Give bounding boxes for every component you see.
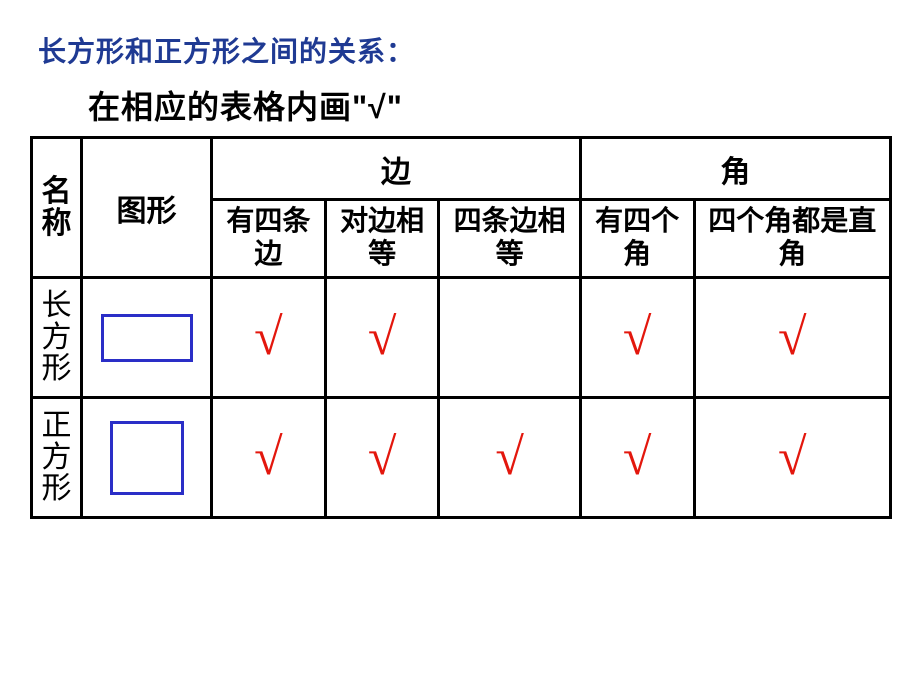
square-icon (110, 421, 184, 495)
col-header-all-equal: 四条边相等 (439, 200, 580, 278)
check-icon: √ (495, 429, 524, 486)
col-header-four-edges: 有四条边 (212, 200, 326, 278)
row-name-rect-text: 长方形 (42, 289, 72, 385)
row-shape-rect (82, 278, 212, 398)
cell-square-opp-equal: √ (325, 398, 439, 518)
check-icon: √ (254, 309, 283, 366)
row-name-rect: 长方形 (32, 278, 82, 398)
col-header-opp-equal: 对边相等 (325, 200, 439, 278)
col-header-angle-group: 角 (580, 138, 890, 200)
col-header-shape: 图形 (82, 138, 212, 278)
check-icon: √ (623, 309, 652, 366)
cell-rect-four-edges: √ (212, 278, 326, 398)
cell-square-four-angles: √ (580, 398, 694, 518)
row-name-square-text: 正方形 (42, 409, 72, 505)
col-header-four-angles-text: 有四个角 (595, 206, 679, 269)
check-icon: √ (778, 429, 807, 486)
check-icon: √ (368, 429, 397, 486)
col-header-name-text: 名称 (42, 175, 72, 240)
rectangle-icon (101, 314, 193, 362)
check-icon: √ (778, 309, 807, 366)
col-header-name: 名称 (32, 138, 82, 278)
cell-square-all-equal: √ (439, 398, 580, 518)
check-icon: √ (368, 309, 397, 366)
page-heading: 长方形和正方形之间的关系： (38, 30, 415, 70)
col-header-edge-group: 边 (212, 138, 581, 200)
table-row: 正方形 √ √ √ √ √ (32, 398, 891, 518)
row-name-square: 正方形 (32, 398, 82, 518)
col-header-shape-text: 图形 (117, 195, 177, 228)
cell-rect-four-angles: √ (580, 278, 694, 398)
table-row: 长方形 √ √ √ √ (32, 278, 891, 398)
col-header-edge-group-text: 边 (381, 156, 411, 189)
cell-rect-all-equal (439, 278, 580, 398)
check-icon: √ (623, 429, 652, 486)
col-header-four-edges-text: 有四条边 (226, 206, 310, 269)
col-header-opp-equal-text: 对边相等 (340, 206, 424, 269)
cell-rect-opp-equal: √ (325, 278, 439, 398)
comparison-table: 名称 图形 边 角 有四条边 对边相等 四条边相等 有四个角 四个角都是直角 长… (30, 136, 892, 519)
cell-square-all-right: √ (694, 398, 890, 518)
row-shape-square (82, 398, 212, 518)
page-subheading: 在相应的表格内画"√" (88, 82, 403, 128)
cell-rect-all-right: √ (694, 278, 890, 398)
cell-square-four-edges: √ (212, 398, 326, 518)
col-header-all-equal-text: 四条边相等 (454, 206, 566, 269)
col-header-angle-group-text: 角 (720, 156, 750, 189)
check-icon: √ (254, 429, 283, 486)
col-header-four-angles: 有四个角 (580, 200, 694, 278)
col-header-all-right-text: 四个角都是直角 (708, 206, 876, 269)
col-header-all-right: 四个角都是直角 (694, 200, 890, 278)
